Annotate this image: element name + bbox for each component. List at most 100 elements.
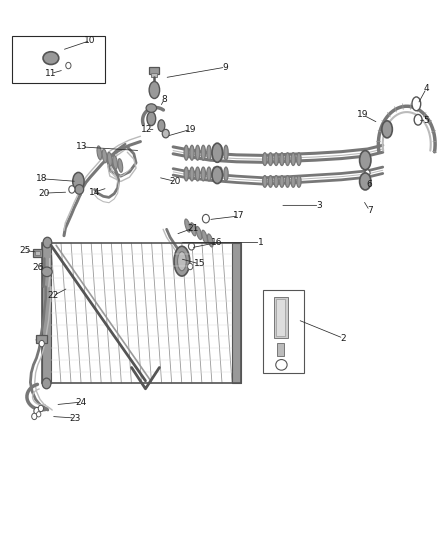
Ellipse shape <box>360 173 371 190</box>
Text: 13: 13 <box>76 142 87 151</box>
Ellipse shape <box>195 167 200 181</box>
Text: 8: 8 <box>162 94 167 103</box>
Circle shape <box>69 185 75 193</box>
Text: 26: 26 <box>32 263 43 272</box>
Ellipse shape <box>212 167 217 181</box>
Circle shape <box>43 237 52 248</box>
Text: 6: 6 <box>367 180 372 189</box>
Text: 7: 7 <box>367 206 372 215</box>
Ellipse shape <box>263 153 267 165</box>
Text: 4: 4 <box>424 84 429 93</box>
Ellipse shape <box>201 167 205 181</box>
Bar <box>232 243 241 383</box>
Ellipse shape <box>146 104 156 112</box>
Ellipse shape <box>97 146 102 159</box>
Bar <box>276 300 286 336</box>
Text: 9: 9 <box>223 63 229 71</box>
Ellipse shape <box>190 146 194 160</box>
Bar <box>42 243 51 383</box>
Text: 1: 1 <box>258 238 263 247</box>
Ellipse shape <box>75 184 84 194</box>
Bar <box>277 343 285 356</box>
Ellipse shape <box>360 151 371 169</box>
Bar <box>35 251 40 255</box>
Ellipse shape <box>297 175 301 187</box>
Ellipse shape <box>174 246 190 276</box>
Circle shape <box>365 169 370 176</box>
Ellipse shape <box>412 97 421 111</box>
Bar <box>36 335 47 343</box>
Ellipse shape <box>212 166 223 183</box>
Bar <box>263 290 304 373</box>
Ellipse shape <box>113 156 117 169</box>
Ellipse shape <box>202 230 208 243</box>
Bar <box>42 243 241 383</box>
Ellipse shape <box>276 360 287 370</box>
Ellipse shape <box>382 121 392 138</box>
Circle shape <box>42 378 51 389</box>
Ellipse shape <box>218 167 223 181</box>
Ellipse shape <box>184 146 188 160</box>
Ellipse shape <box>196 227 202 239</box>
Text: 15: 15 <box>194 260 205 268</box>
Circle shape <box>188 243 194 250</box>
Ellipse shape <box>414 115 422 125</box>
Circle shape <box>66 62 71 69</box>
Ellipse shape <box>190 167 194 181</box>
Ellipse shape <box>280 153 284 165</box>
Text: 10: 10 <box>85 36 96 45</box>
Ellipse shape <box>201 146 205 160</box>
Ellipse shape <box>212 143 223 163</box>
Text: 23: 23 <box>69 414 81 423</box>
Ellipse shape <box>158 120 165 132</box>
Text: 19: 19 <box>185 125 196 134</box>
Ellipse shape <box>263 175 267 187</box>
Text: 3: 3 <box>317 201 322 210</box>
Text: 20: 20 <box>170 177 181 186</box>
Text: 11: 11 <box>45 69 57 78</box>
Text: 2: 2 <box>341 334 346 343</box>
Circle shape <box>39 341 44 347</box>
Ellipse shape <box>43 52 59 64</box>
Text: 14: 14 <box>89 188 100 197</box>
Ellipse shape <box>147 112 155 126</box>
Ellipse shape <box>268 175 273 187</box>
Text: 24: 24 <box>76 398 87 407</box>
Ellipse shape <box>207 146 211 160</box>
Circle shape <box>162 130 169 138</box>
Circle shape <box>32 413 37 419</box>
Ellipse shape <box>280 175 284 187</box>
Ellipse shape <box>208 234 213 247</box>
Ellipse shape <box>73 172 84 190</box>
Ellipse shape <box>291 153 295 165</box>
Text: 17: 17 <box>233 212 244 221</box>
Text: 5: 5 <box>424 116 429 125</box>
Ellipse shape <box>297 153 301 165</box>
Bar <box>12 36 106 83</box>
Text: 19: 19 <box>357 110 369 119</box>
Text: 22: 22 <box>47 291 59 300</box>
Bar <box>149 67 159 74</box>
Circle shape <box>38 405 43 411</box>
Ellipse shape <box>224 167 228 181</box>
Ellipse shape <box>274 175 279 187</box>
Ellipse shape <box>185 219 191 232</box>
Ellipse shape <box>191 223 196 236</box>
Text: 16: 16 <box>211 238 223 247</box>
Ellipse shape <box>268 153 273 165</box>
Text: 25: 25 <box>19 246 30 255</box>
Ellipse shape <box>224 146 228 160</box>
Ellipse shape <box>291 175 295 187</box>
Circle shape <box>36 411 41 417</box>
Text: 20: 20 <box>39 189 50 198</box>
Ellipse shape <box>42 267 52 277</box>
Ellipse shape <box>149 82 159 99</box>
Bar <box>151 73 157 77</box>
Ellipse shape <box>118 159 123 172</box>
Ellipse shape <box>107 152 112 166</box>
Ellipse shape <box>218 146 223 160</box>
Ellipse shape <box>177 252 186 271</box>
Text: 21: 21 <box>187 224 198 233</box>
Circle shape <box>187 263 193 270</box>
Text: 12: 12 <box>141 125 153 134</box>
